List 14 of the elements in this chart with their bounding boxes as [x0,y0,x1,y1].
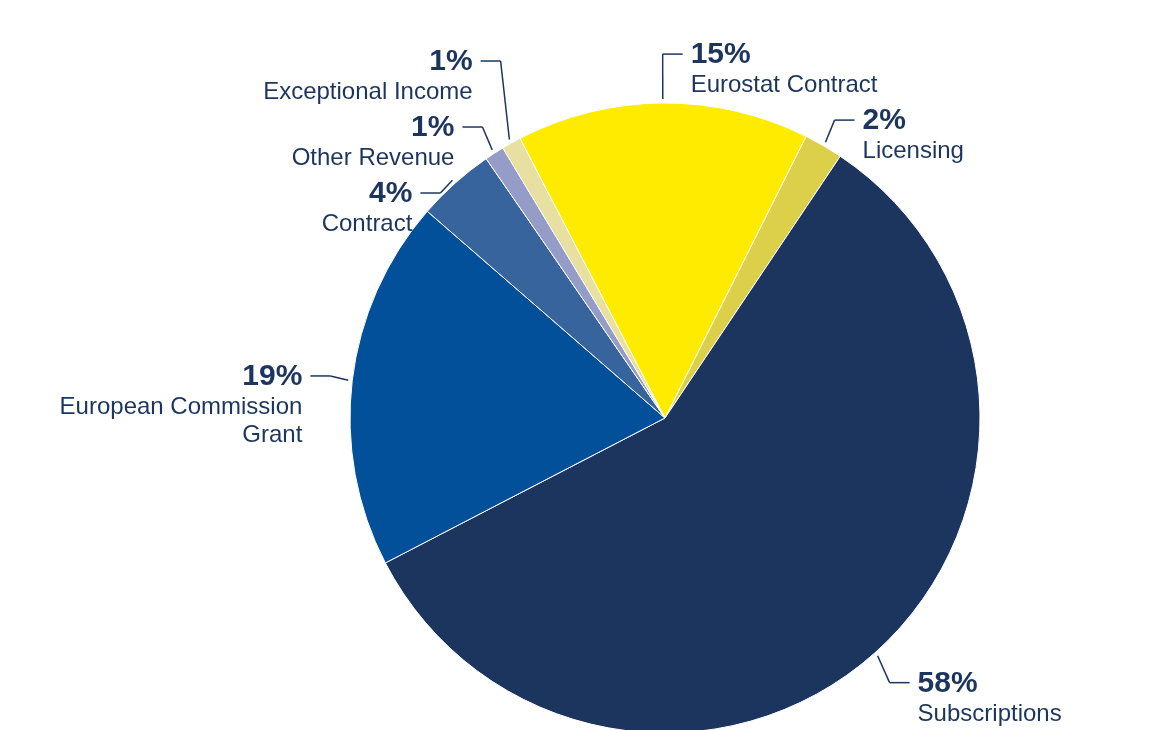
slice-label: Licensing [862,136,964,164]
data-label: 15% [690,36,751,70]
data-label: 58% [917,664,978,698]
data-label: 1% [411,109,455,143]
data-label: 19% [242,357,303,391]
slice-label: Eurostat Contract [690,70,878,98]
slice-label: European Commission Grant [59,391,303,447]
data-label: 4% [369,175,413,209]
slice-label: Contract [321,209,413,237]
data-label: 1% [429,43,473,77]
slice-label: Subscriptions [917,698,1062,726]
slice-label: Other Revenue [291,143,455,171]
data-label: 2% [862,102,906,136]
slice-label: Exceptional Income [263,77,473,105]
